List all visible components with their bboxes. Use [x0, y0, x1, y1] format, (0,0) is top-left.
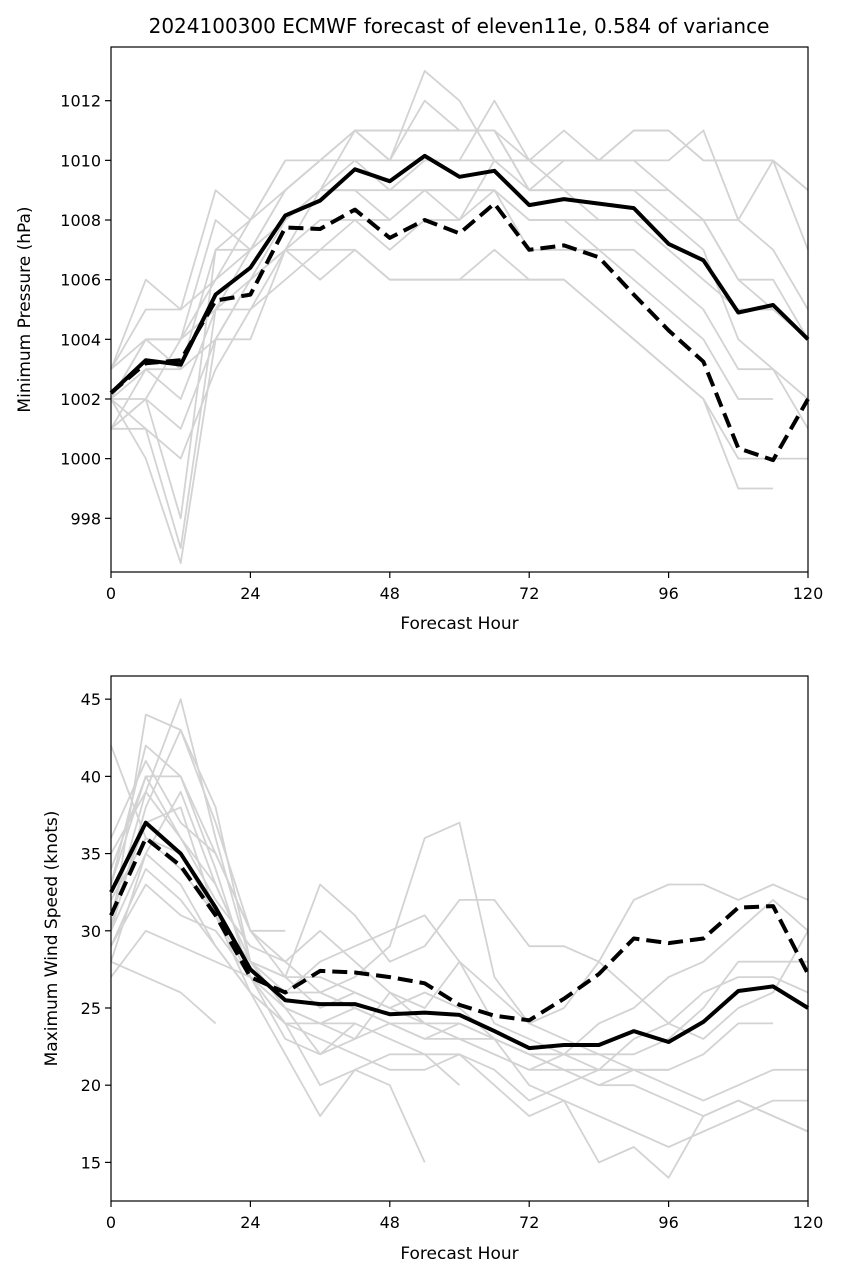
wind-member-line-7: [110, 729, 809, 1040]
wind-chart: 0 24 48 72 96 120 15 20 25 30 35 40 45 Forecast Hour…: [42, 675, 824, 1264]
pressure-y-tick-label: 1002: [60, 390, 101, 409]
pressure-member-line-6: [110, 189, 774, 564]
wind-x-tick-label: 72: [519, 1213, 539, 1232]
pressure-ticks: 0 24 48 72 96 120 998 1000 1002 1004 1006 1008 1010 1…: [60, 92, 823, 603]
wind-member-line-4: [110, 698, 809, 1025]
wind-y-tick-label: 45: [81, 690, 101, 709]
pressure-dashed-line: [109, 201, 810, 463]
wind-x-tick-label: 0: [106, 1213, 116, 1232]
wind-member-line-13: [110, 806, 426, 1163]
pressure-member-line-8: [110, 129, 809, 370]
wind-y-tick-label: 20: [81, 1076, 101, 1095]
pressure-member-line-12: [111, 189, 809, 430]
pressure-solid-line: [109, 153, 810, 395]
pressure-member-line-3: [110, 99, 809, 549]
wind-member-line-16: [110, 960, 217, 1025]
pressure-x-tick-label: 24: [240, 584, 260, 603]
wind-member-line-15: [110, 775, 286, 932]
wind-main-lines: [109, 820, 810, 1051]
chart-title: 2024100300 ECMWF forecast of eleven11e, …: [149, 14, 770, 38]
pressure-plot-frame: [110, 46, 809, 573]
wind-solid-line: [109, 820, 810, 1051]
pressure-y-tick-label: 1010: [60, 151, 101, 170]
wind-y-tick-label: 40: [81, 767, 101, 786]
wind-members: [110, 698, 809, 1179]
wind-member-line-11: [110, 760, 669, 1071]
pressure-y-tick-label: 1000: [60, 450, 101, 469]
wind-member-line-14: [110, 852, 355, 1025]
wind-x-tick-label: 24: [240, 1213, 260, 1232]
wind-x-axis-label: Forecast Hour: [400, 1244, 518, 1264]
pressure-x-tick-label: 72: [519, 584, 539, 603]
wind-member-line-3: [110, 775, 809, 1133]
pressure-x-tick-label: 48: [380, 584, 400, 603]
pressure-y-tick-label: 1004: [60, 330, 101, 349]
pressure-y-tick-label: 1006: [60, 271, 101, 290]
pressure-chart: 0 24 48 72 96 120 998 1000 1002 1004 1006 1008 1010 1…: [15, 46, 823, 634]
wind-y-tick-label: 15: [81, 1153, 101, 1172]
pressure-y-tick-label: 1012: [60, 92, 101, 111]
pressure-x-tick-label: 120: [793, 584, 824, 603]
wind-member-line-9: [110, 790, 809, 1179]
wind-y-tick-label: 25: [81, 999, 101, 1018]
pressure-y-tick-label: 1008: [60, 211, 101, 230]
pressure-main-lines: [109, 153, 810, 463]
pressure-x-tick-label: 0: [106, 584, 116, 603]
pressure-members: [110, 70, 809, 564]
pressure-y-tick-label: 998: [70, 509, 101, 528]
wind-plot-frame: [110, 675, 809, 1202]
pressure-x-tick-label: 96: [658, 584, 678, 603]
pressure-member-line-13: [110, 159, 287, 400]
wind-dashed-line: [109, 836, 810, 1023]
wind-x-tick-label: 120: [793, 1213, 824, 1232]
wind-y-tick-label: 30: [81, 922, 101, 941]
pressure-x-axis-label: Forecast Hour: [400, 614, 518, 634]
wind-y-tick-label: 35: [81, 845, 101, 864]
pressure-member-line-10: [111, 248, 774, 490]
wind-ticks: 0 24 48 72 96 120 15 20 25 30 35 40 45: [81, 690, 824, 1232]
wind-x-tick-label: 96: [658, 1213, 678, 1232]
wind-y-axis-label: Maximum Wind Speed (knots): [42, 811, 62, 1067]
wind-member-line-6: [110, 744, 809, 1102]
pressure-y-axis-label: Minimum Pressure (hPa): [15, 206, 35, 412]
pressure-member-line-11: [110, 159, 809, 370]
wind-x-tick-label: 48: [380, 1213, 400, 1232]
